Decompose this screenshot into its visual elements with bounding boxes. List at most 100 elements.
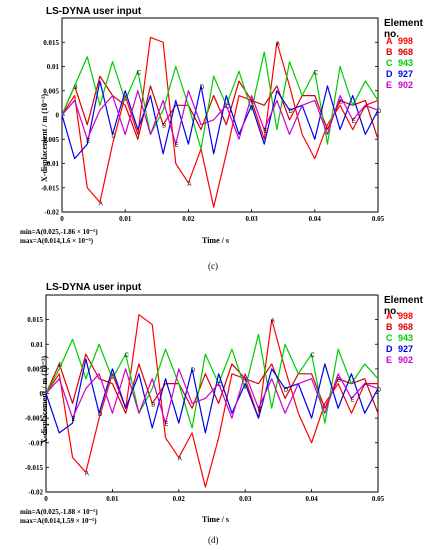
series-marker-E: E	[72, 417, 76, 423]
y-tick-label: -0.005	[41, 136, 60, 144]
legend-element-number: 902	[398, 80, 414, 90]
min-value-text: min=A(0.025,-1.86 × 10⁻⁵)	[20, 228, 98, 236]
series-marker-E: E	[86, 138, 90, 144]
x-axis-label: Time / s	[202, 236, 229, 245]
legend-title: Element no.	[384, 18, 423, 40]
series-marker-E: E	[263, 129, 267, 135]
x-tick-label: 0.01	[119, 215, 132, 223]
series-marker-B: B	[162, 124, 166, 130]
x-tick-label: 0.05	[372, 215, 385, 223]
legend-element-number: 968	[398, 47, 414, 57]
legend-code: D	[386, 69, 393, 79]
y-tick-label: 0.015	[27, 316, 43, 324]
series-marker-A: A	[364, 104, 368, 110]
x-tick-label: 0.04	[305, 495, 318, 503]
chart-panel-c: LS-DYNA user input Element no. X-displac…	[20, 6, 423, 271]
series-marker-D: D	[377, 109, 382, 115]
y-tick-label: -0.005	[25, 415, 44, 423]
y-tick-label: 0	[56, 112, 60, 120]
legend-element-number: 902	[398, 355, 414, 365]
series-line-D	[61, 80, 379, 160]
series-marker-C: C	[314, 70, 319, 76]
legend-element-number: 998	[398, 36, 414, 46]
max-value-text: max=A(0.014,1.6 × 10⁻⁵)	[20, 237, 94, 245]
legend-code: B	[386, 47, 393, 57]
series-marker-B: B	[74, 85, 78, 91]
series-marker-A: A	[187, 182, 191, 188]
y-tick-label: 0.01	[47, 63, 60, 71]
series-marker-C: C	[125, 353, 130, 359]
series-marker-D: D	[284, 388, 289, 394]
legend-element-number: 943	[398, 333, 414, 343]
series-marker-B: B	[251, 99, 255, 105]
series-marker-C: C	[137, 70, 142, 76]
chart-title: LS-DYNA user input	[46, 6, 142, 17]
legend-code: D	[386, 344, 393, 354]
y-tick-label: 0.01	[31, 341, 44, 349]
figure-caption: (d)	[208, 535, 219, 545]
series-marker-D: D	[200, 85, 205, 91]
series-marker-A: A	[99, 201, 103, 207]
legend-element-number: 968	[398, 322, 414, 332]
series-marker-A: A	[178, 457, 182, 463]
series-marker-D: D	[98, 412, 103, 418]
legend-title: Element no.	[384, 295, 423, 317]
legend-element-number: 998	[398, 311, 414, 321]
x-tick-label: 0	[44, 495, 48, 503]
series-marker-A: A	[364, 383, 368, 389]
y-tick-label: -0.015	[25, 464, 44, 472]
max-value-text: max=A(0.014,1.59 × 10⁻⁵)	[20, 517, 97, 525]
legend-code: B	[386, 322, 393, 332]
x-tick-label: 0.03	[245, 215, 258, 223]
x-tick-label: 0.04	[309, 215, 322, 223]
series-marker-C: C	[310, 353, 315, 359]
y-tick-label: -0.01	[44, 160, 59, 168]
legend-code: E	[386, 355, 393, 365]
y-tick-label: 0	[40, 390, 44, 398]
legend-code: E	[386, 80, 393, 90]
x-tick-label: 0.02	[173, 495, 186, 503]
series-marker-E: E	[352, 119, 356, 125]
y-tick-label: -0.01	[28, 439, 43, 447]
legend-code: A	[386, 36, 393, 46]
chart-panel-d: LS-DYNA user input Element no. X-displac…	[0, 282, 433, 550]
y-tick-label: -0.02	[28, 489, 43, 497]
legend-code: C	[386, 333, 393, 343]
series-line-E	[45, 368, 379, 424]
y-tick-label: 0.015	[43, 39, 59, 47]
series-marker-A: A	[85, 471, 89, 477]
min-value-text: min=A(0.025,-1.88 × 10⁻⁵)	[20, 508, 98, 516]
x-tick-label: 0	[60, 215, 64, 223]
x-tick-label: 0.03	[239, 495, 252, 503]
figure-caption: (c)	[208, 261, 218, 271]
series-line-D	[45, 358, 379, 434]
y-tick-label: -0.015	[41, 184, 60, 192]
series-marker-B: B	[337, 378, 341, 384]
series-marker-A: A	[271, 319, 275, 325]
legend-code: A	[386, 311, 393, 321]
x-tick-label: 0.05	[372, 495, 385, 503]
legend-code: C	[386, 58, 393, 68]
series-marker-D: D	[288, 109, 293, 115]
x-axis-label: Time / s	[202, 515, 229, 524]
series-marker-B: B	[151, 402, 155, 408]
series-marker-E: E	[257, 407, 261, 413]
series-line-C	[45, 333, 379, 429]
series-marker-B: B	[339, 99, 343, 105]
x-tick-label: 0.02	[182, 215, 195, 223]
series-marker-A: A	[276, 41, 280, 47]
series-marker-E: E	[175, 143, 179, 149]
y-tick-label: 0.005	[27, 365, 43, 373]
chart-title: LS-DYNA user input	[46, 282, 142, 293]
series-marker-D: D	[111, 133, 116, 139]
series-line-B	[61, 75, 379, 140]
min-max-readout: min=A(0.025,-1.88 × 10⁻⁵) max=A(0.014,1.…	[20, 508, 98, 526]
y-tick-label: -0.02	[44, 209, 59, 217]
legend-element-number: 927	[398, 69, 414, 79]
min-max-readout: min=A(0.025,-1.86 × 10⁻⁵) max=A(0.014,1.…	[20, 228, 98, 246]
series-marker-D: D	[191, 368, 196, 374]
series-line-C	[61, 51, 379, 150]
series-marker-D: D	[377, 388, 382, 394]
